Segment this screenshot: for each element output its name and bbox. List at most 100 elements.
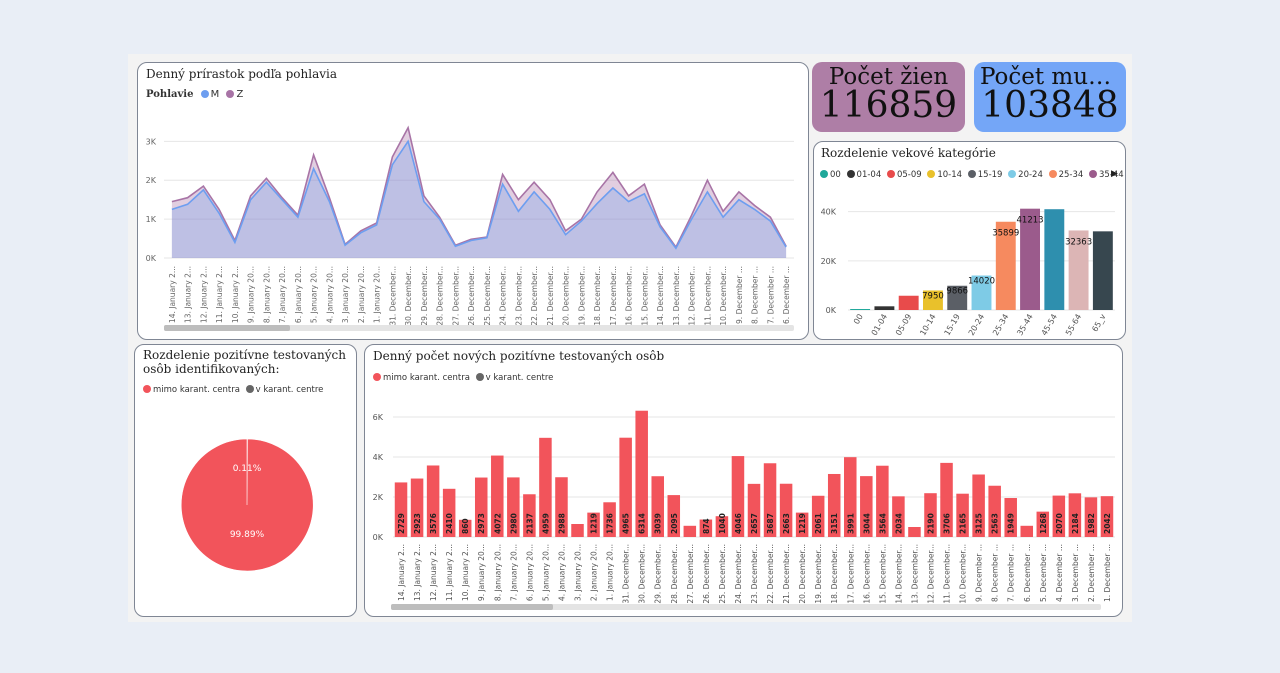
age-bar-label: 41213 bbox=[1017, 216, 1044, 226]
positives-bar bbox=[667, 495, 681, 537]
positives-xtick-label: 5. January 20... bbox=[541, 544, 550, 601]
positives-bar-label: 2973 bbox=[477, 513, 486, 534]
positives-xtick-label: 7. December ... bbox=[1007, 544, 1016, 602]
positives-xtick-label: 22. December... bbox=[766, 544, 775, 604]
area-xtick-label: 13. January 2... bbox=[184, 266, 193, 323]
positives-ytick-label: 0K bbox=[373, 533, 384, 542]
area-xtick-label: 1. January 20... bbox=[373, 266, 382, 323]
quarantine-pie-panel[interactable]: Rozdelenie pozitívne testovaných osôb id… bbox=[134, 344, 357, 617]
positives-bar bbox=[1068, 493, 1082, 537]
positives-bar-label: 3044 bbox=[862, 513, 871, 534]
positives-bar-label: 2980 bbox=[509, 513, 518, 534]
legend-next-arrow-icon[interactable]: ▶ bbox=[1111, 169, 1118, 179]
area-chart-scroll-thumb[interactable] bbox=[164, 325, 290, 331]
daily-gender-chart-panel[interactable]: Denný prírastok podľa pohlavia Pohlavie … bbox=[137, 62, 809, 340]
age-ytick-label: 20K bbox=[821, 257, 837, 266]
positives-ytick-label: 2K bbox=[373, 493, 384, 502]
pie-legend-label-mimo: mimo karant. centra bbox=[153, 385, 240, 395]
age-bar-label: 7950 bbox=[922, 291, 944, 301]
positives-xtick-label: 28. December... bbox=[670, 544, 679, 604]
area-xtick-label: 22. December... bbox=[530, 266, 539, 326]
positives-xtick-label: 16. December... bbox=[862, 544, 871, 604]
gender-legend: Pohlavie M Z bbox=[146, 89, 243, 100]
positives-bar bbox=[555, 477, 568, 537]
positives-bar-label: 2061 bbox=[814, 513, 823, 534]
positives-bar bbox=[426, 465, 440, 537]
area-xtick-label: 3. January 20... bbox=[341, 266, 350, 323]
positives-bar bbox=[827, 473, 841, 537]
age-bar-25-34 bbox=[995, 221, 1016, 310]
positives-xtick-label: 17. December... bbox=[846, 544, 855, 604]
positives-bar-label: 2137 bbox=[525, 513, 534, 534]
pie-legend: mimo karant. centra v karant. centre bbox=[143, 385, 323, 395]
positives-bar-label: 860 bbox=[461, 518, 470, 534]
age-legend-dot-05-09 bbox=[886, 170, 895, 178]
age-ytick-label: 0K bbox=[826, 306, 837, 315]
age-xtick-label: 35-44 bbox=[1015, 313, 1034, 338]
positives-xtick-label: 12. January 2... bbox=[429, 544, 438, 601]
positives-bar bbox=[892, 496, 905, 537]
positives-bar bbox=[523, 494, 536, 537]
positives-bar bbox=[587, 512, 600, 537]
area-chart-scrollbar[interactable] bbox=[164, 325, 794, 331]
age-bar-15-19 bbox=[947, 285, 968, 310]
area-xtick-label: 18. December... bbox=[593, 266, 602, 326]
positives-xtick-label: 3. December ... bbox=[1071, 544, 1080, 602]
age-legend-dot-15-19 bbox=[967, 170, 976, 178]
positives-bar bbox=[651, 476, 664, 537]
gender-legend-title: Pohlavie bbox=[146, 89, 194, 100]
area-xtick-label: 7. December ... bbox=[766, 266, 775, 324]
positives-xtick-label: 9. December ... bbox=[975, 544, 984, 602]
age-xtick-label: 05-09 bbox=[894, 313, 913, 338]
positives-bar-label: 2923 bbox=[413, 513, 422, 534]
positives-bar-label: 2410 bbox=[445, 513, 454, 534]
pie-legend-label-v: v karant. centre bbox=[255, 385, 324, 395]
positives-bar bbox=[635, 410, 648, 537]
positives-bar-label: 4965 bbox=[622, 513, 631, 534]
age-bar-chart: 0K 20K 40K 00 01-04 05-09 7950 10-14 9866 15-19 14… bbox=[821, 208, 1115, 338]
age-bar-01-04 bbox=[874, 306, 895, 310]
area-xtick-label: 4. January 20... bbox=[325, 266, 334, 323]
positives-bar-label: 1268 bbox=[1039, 513, 1048, 534]
age-category-title: Rozdelenie vekové kategórie bbox=[821, 146, 996, 160]
age-legend-dot-10-14 bbox=[927, 170, 936, 178]
age-xtick-label: 00 bbox=[852, 313, 865, 326]
age-bar-10-14 bbox=[923, 290, 943, 310]
kpi-women-value: 116859 bbox=[819, 85, 958, 126]
positives-xtick-label: 5. December ... bbox=[1039, 544, 1048, 602]
area-xtick-label: 14. January 2... bbox=[168, 266, 177, 323]
positives-xtick-label: 13. January 2... bbox=[413, 544, 422, 601]
positives-bar-label: 2190 bbox=[926, 513, 935, 534]
area-xtick-label: 29. December... bbox=[420, 266, 429, 326]
legend-m-label: M bbox=[210, 89, 220, 100]
positives-bar-label: 1982 bbox=[1087, 513, 1096, 534]
area-xtick-label: 12. December... bbox=[688, 266, 697, 326]
area-xtick-label: 6. December ... bbox=[782, 266, 791, 324]
age-legend-label-05-09: 05-09 bbox=[896, 170, 922, 180]
positives-xtick-label: 1. December ... bbox=[1103, 544, 1112, 602]
positives-bar-label: 3125 bbox=[975, 513, 984, 534]
age-legend-label-01-04: 01-04 bbox=[856, 170, 882, 180]
positives-bar bbox=[763, 463, 777, 537]
positives-bar-label: 2070 bbox=[1055, 513, 1064, 534]
age-bar-label: 35899 bbox=[992, 229, 1019, 239]
positives-xtick-label: 4. January 20... bbox=[557, 544, 566, 601]
area-xtick-label: 16. December... bbox=[625, 266, 634, 326]
positives-xtick-label: 19. December... bbox=[814, 544, 823, 604]
area-xtick-label: 19. December... bbox=[577, 266, 586, 326]
positives-xtick-label: 8. January 20... bbox=[493, 544, 502, 601]
positives-bar bbox=[908, 527, 921, 537]
area-ytick-label: 0K bbox=[146, 254, 157, 263]
positives-xtick-label: 20. December... bbox=[798, 544, 807, 604]
positives-scrollbar[interactable] bbox=[391, 604, 1101, 610]
age-bar-45-54 bbox=[1044, 209, 1065, 310]
positives-scroll-thumb[interactable] bbox=[391, 604, 553, 610]
positives-bar-label: 1736 bbox=[606, 513, 615, 534]
age-category-panel[interactable]: Rozdelenie vekové kategórie 00 01-04 05-… bbox=[813, 141, 1126, 340]
daily-positives-panel[interactable]: Denný počet nových pozitívne testovaných… bbox=[364, 344, 1123, 617]
age-bar-20-24 bbox=[971, 275, 992, 310]
positives-bar-label: 3039 bbox=[654, 513, 663, 534]
area-ytick-label: 3K bbox=[146, 137, 157, 146]
positives-bar-label: 2034 bbox=[894, 513, 903, 534]
positives-xtick-label: 31. December... bbox=[622, 544, 631, 604]
